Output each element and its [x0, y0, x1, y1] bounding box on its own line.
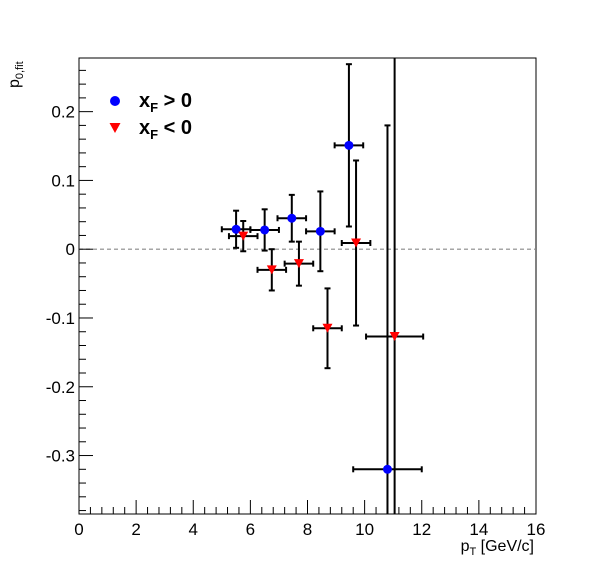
legend: xF > 0xF < 0	[109, 90, 192, 142]
series-0	[220, 63, 423, 514]
data-point-triangle	[322, 323, 333, 333]
data-point-triangle	[351, 238, 362, 248]
data-point-triangle	[238, 231, 249, 241]
data-point-circle	[231, 224, 241, 234]
data-point-circle	[344, 140, 354, 150]
series-1	[227, 58, 425, 514]
legend-marker-triangle	[109, 123, 121, 133]
x-tick-label: 16	[527, 520, 546, 539]
y-tick-label: -0.2	[46, 378, 75, 397]
x-tick-label: 10	[355, 520, 374, 539]
data-point-circle	[315, 226, 325, 236]
x-tick-label: 4	[189, 520, 198, 539]
x-tick-label: 2	[131, 520, 140, 539]
y-tick-label: 0.2	[51, 103, 75, 122]
x-axis-title: pT [GeV/c]	[461, 538, 534, 558]
y-tick-label: 0	[66, 240, 75, 259]
data-point-circle	[260, 225, 270, 235]
legend-label: xF > 0	[139, 90, 192, 115]
legend-label: xF < 0	[139, 117, 192, 142]
x-tick-label: 0	[74, 520, 83, 539]
x-tick-label: 14	[469, 520, 488, 539]
data-point-circle	[287, 213, 297, 223]
x-tick-label: 8	[303, 520, 312, 539]
legend-marker-circle	[110, 96, 120, 106]
y-axis-title: p0,fit	[6, 61, 26, 88]
data-point-triangle	[266, 265, 277, 275]
data-point-triangle	[389, 332, 400, 342]
x-tick-label: 12	[412, 520, 431, 539]
y-tick-label: 0.1	[51, 171, 75, 190]
y-tick-label: -0.1	[46, 309, 75, 328]
data-point-circle	[382, 464, 392, 474]
y-tick-label: -0.3	[46, 447, 75, 466]
x-tick-label: 6	[246, 520, 255, 539]
data-point-triangle	[293, 259, 304, 269]
